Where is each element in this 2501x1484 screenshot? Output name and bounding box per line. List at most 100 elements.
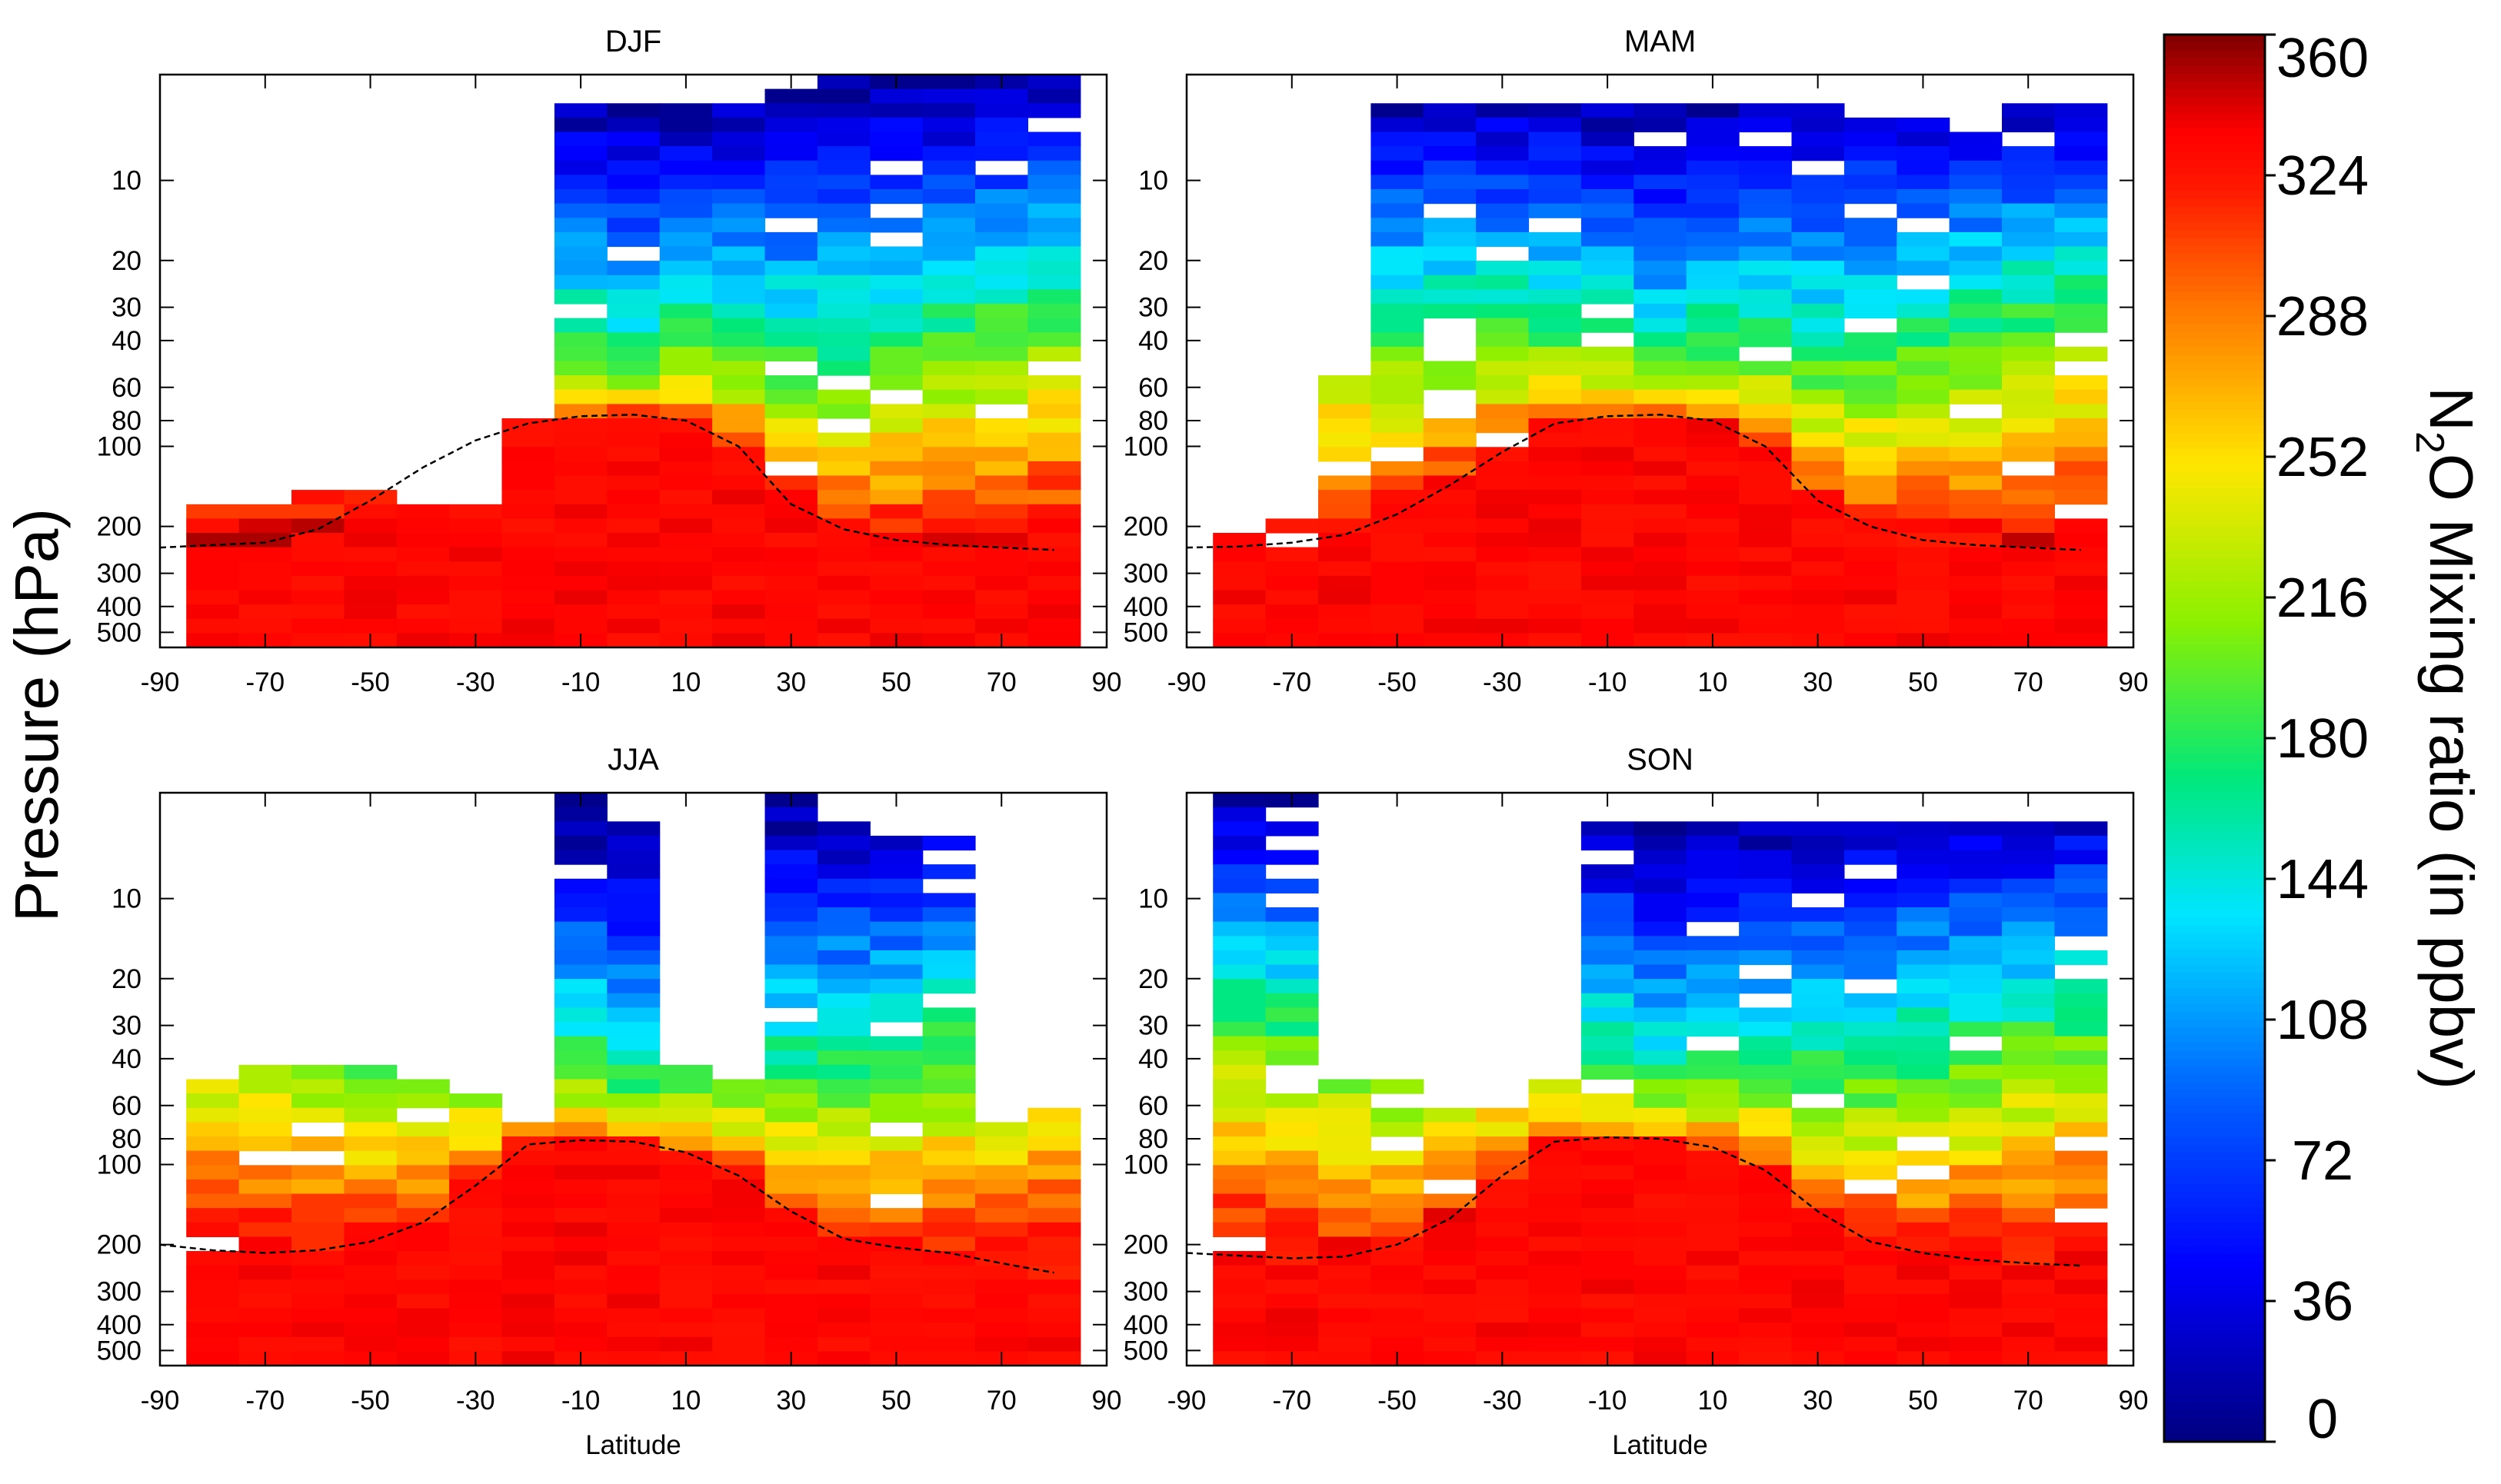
- colorbar-segment: [2164, 238, 2265, 247]
- heatmap-cell: [344, 1308, 398, 1323]
- heatmap-cell: [501, 518, 555, 534]
- heatmap-cell: [1370, 160, 1424, 175]
- heatmap-cell: [764, 117, 818, 133]
- colorbar-tick-label: 36: [2292, 1271, 2353, 1333]
- y-tick-label: 500: [97, 1336, 142, 1366]
- heatmap-cell: [554, 575, 608, 591]
- colorbar-segment: [2164, 472, 2265, 481]
- heatmap-cell: [659, 246, 713, 261]
- heatmap-cell: [1528, 1236, 1582, 1252]
- heatmap-cell: [1265, 964, 1319, 980]
- heatmap-cell: [1897, 1236, 1950, 1252]
- heatmap-cell: [1423, 447, 1477, 462]
- x-tick-label: 50: [1908, 1386, 1938, 1416]
- heatmap-cell: [1370, 1193, 1424, 1209]
- heatmap-cell: [1843, 275, 1897, 290]
- heatmap-cell: [1027, 246, 1081, 261]
- heatmap-cell: [1686, 950, 1740, 966]
- heatmap-cell: [1897, 1193, 1950, 1209]
- y-tick-label: 40: [1138, 326, 1168, 356]
- y-tick-label: 60: [1138, 373, 1168, 403]
- heatmap-cell: [1476, 1150, 1530, 1166]
- tropopause-line: [1187, 1136, 2081, 1267]
- heatmap-cell: [764, 590, 818, 605]
- heatmap-cell: [501, 432, 555, 448]
- heatmap-cell: [870, 893, 924, 908]
- heatmap-cell: [1027, 590, 1081, 605]
- heatmap-cell: [712, 604, 766, 620]
- colorbar-segment: [2164, 300, 2265, 309]
- heatmap-cell: [922, 561, 976, 577]
- heatmap-cell: [1739, 117, 1793, 133]
- heatmap-cell: [870, 175, 924, 190]
- heatmap-cell: [922, 404, 976, 419]
- heatmap-cell: [291, 1179, 345, 1195]
- x-tick-label: 50: [1908, 667, 1938, 697]
- heatmap-cell: [764, 246, 818, 261]
- colorbar-segment: [2164, 1426, 2265, 1435]
- heatmap-cell: [975, 332, 1028, 348]
- heatmap-cell: [1949, 246, 2003, 261]
- panel-son: -90 -70 -50 -30 -10 10 30 50 70 90102030406080100…: [1124, 743, 2149, 1460]
- heatmap-cell: [975, 231, 1028, 248]
- heatmap-cell: [817, 389, 871, 404]
- heatmap-cell: [1843, 1150, 1897, 1166]
- colorbar-segment: [2164, 378, 2265, 388]
- heatmap-cell: [975, 604, 1028, 620]
- heatmap-cell: [1843, 375, 1897, 391]
- heatmap-cell: [607, 1279, 661, 1295]
- heatmap-cell: [2054, 1064, 2108, 1080]
- heatmap-cell: [922, 590, 976, 605]
- heatmap-cell: [1739, 590, 1793, 605]
- colorbar-segment: [2164, 519, 2265, 528]
- heatmap-cell: [1580, 432, 1634, 448]
- heatmap-cell: [2002, 1122, 2055, 1137]
- heatmap-cell: [1027, 561, 1081, 577]
- heatmap-cell: [1580, 504, 1634, 519]
- heatmap-cell: [1949, 1323, 2003, 1338]
- heatmap-cell: [1528, 1265, 1582, 1280]
- heatmap-cell: [975, 131, 1028, 147]
- heatmap-cell: [1686, 618, 1740, 634]
- heatmap-cell: [1949, 203, 2003, 218]
- heatmap-cell: [501, 490, 555, 505]
- heatmap-cell: [1686, 1293, 1740, 1309]
- heatmap-cell: [1897, 146, 1950, 161]
- heatmap-cell: [1423, 218, 1477, 233]
- heatmap-cell: [1580, 146, 1634, 161]
- heatmap-cell: [1213, 807, 1267, 822]
- heatmap-cell: [238, 1265, 292, 1280]
- heatmap-cell: [1791, 821, 1845, 837]
- heatmap-cell: [975, 490, 1028, 505]
- colorbar-segment: [2164, 230, 2265, 239]
- heatmap-cell: [712, 1079, 766, 1094]
- colorbar-segment: [2164, 401, 2265, 411]
- heatmap-cell: [1739, 518, 1793, 534]
- heatmap-cell: [1580, 117, 1634, 133]
- colorbar-segment: [2164, 97, 2265, 106]
- heatmap-cell: [764, 88, 818, 104]
- heatmap-cell: [922, 979, 976, 994]
- heatmap-cell: [1739, 418, 1793, 434]
- heatmap-cell: [975, 1136, 1028, 1152]
- heatmap-cell: [1739, 547, 1793, 562]
- heatmap-cell: [817, 1150, 871, 1166]
- heatmap-cell: [1949, 618, 2003, 634]
- x-axis-label: Latitude: [585, 1430, 681, 1460]
- heatmap-cell: [870, 318, 924, 333]
- heatmap-cell: [1843, 964, 1897, 980]
- heatmap-cell: [554, 893, 608, 908]
- heatmap-cell: [659, 618, 713, 634]
- heatmap-cell: [817, 289, 871, 304]
- heatmap-cell: [1370, 146, 1424, 161]
- heatmap-cell: [712, 1279, 766, 1295]
- heatmap-cell: [1949, 878, 2003, 893]
- heatmap-cell: [1791, 1236, 1845, 1252]
- heatmap-cell: [1739, 878, 1793, 893]
- heatmap-cell: [1633, 993, 1687, 1008]
- colorbar-segment: [2164, 1090, 2265, 1099]
- heatmap-cell: [2002, 936, 2055, 951]
- heatmap-cell: [1949, 950, 2003, 966]
- heatmap-cell: [1949, 447, 2003, 462]
- heatmap-cell: [817, 936, 871, 951]
